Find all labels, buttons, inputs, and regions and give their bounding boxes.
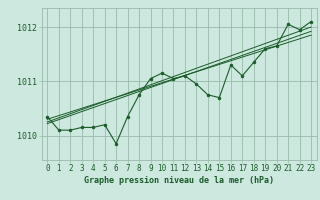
X-axis label: Graphe pression niveau de la mer (hPa): Graphe pression niveau de la mer (hPa) [84,176,274,185]
